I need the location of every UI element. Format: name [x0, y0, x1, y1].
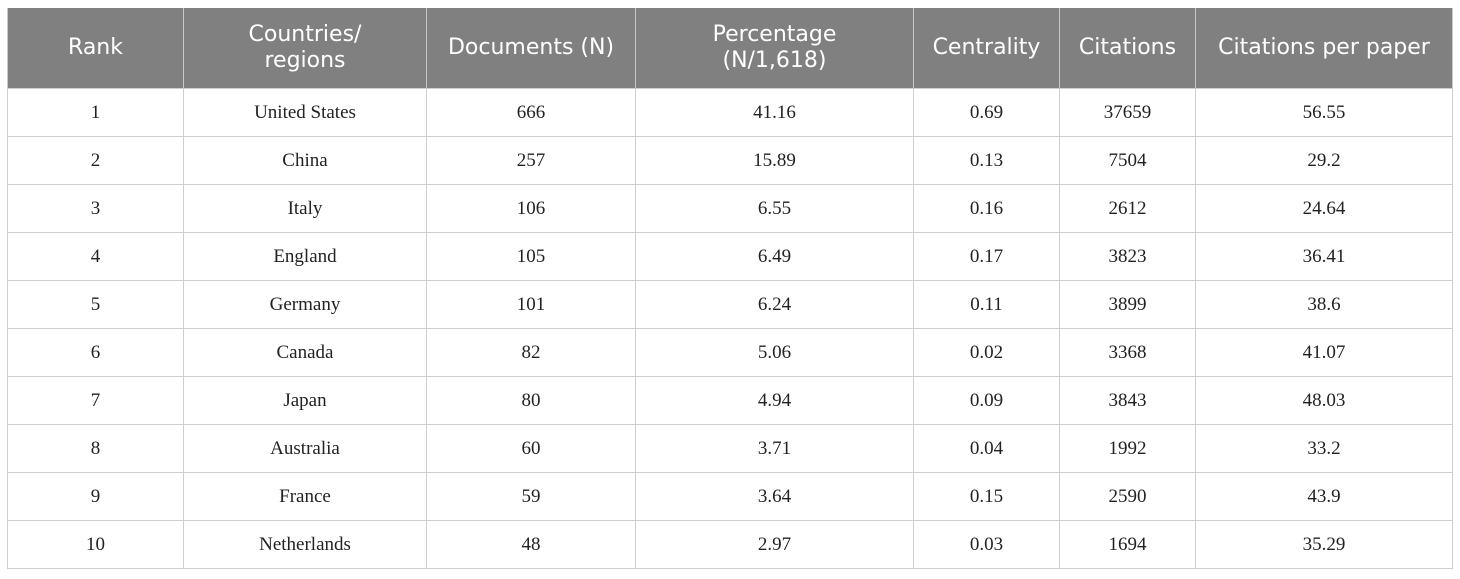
- table-cell: 24.64: [1195, 184, 1453, 233]
- table-cell: 0.15: [913, 472, 1060, 521]
- table-cell: 105: [426, 232, 636, 281]
- table-cell: 48.03: [1195, 376, 1453, 425]
- table-row: 6 Canada 82 5.06 0.02 3368 41.07: [7, 328, 1453, 377]
- table-body: 1 United States 666 41.16 0.69 37659 56.55 2 Chi…: [7, 88, 1453, 569]
- table-cell: 3.71: [635, 424, 914, 473]
- table-cell: 6.24: [635, 280, 914, 329]
- table-cell: 0.69: [913, 88, 1060, 137]
- table-cell: 82: [426, 328, 636, 377]
- table-cell: 7504: [1059, 136, 1196, 185]
- table-cell: 2: [7, 136, 184, 185]
- table-row: 3 Italy 106 6.55 0.16 2612 24.64: [7, 184, 1453, 233]
- table-row: 8 Australia 60 3.71 0.04 1992 33.2: [7, 424, 1453, 473]
- table-cell: 0.16: [913, 184, 1060, 233]
- table-row: 9 France 59 3.64 0.15 2590 43.9: [7, 472, 1453, 521]
- table-cell: 43.9: [1195, 472, 1453, 521]
- table-cell: China: [183, 136, 427, 185]
- header-cell: Rank: [7, 8, 184, 89]
- table-cell: 1: [7, 88, 184, 137]
- table-cell: 0.11: [913, 280, 1060, 329]
- table-cell: 60: [426, 424, 636, 473]
- table-cell: 3368: [1059, 328, 1196, 377]
- table-cell: 9: [7, 472, 184, 521]
- table-cell: 37659: [1059, 88, 1196, 137]
- table-cell: 1992: [1059, 424, 1196, 473]
- table-cell: 8: [7, 424, 184, 473]
- table-row: 7 Japan 80 4.94 0.09 3843 48.03: [7, 376, 1453, 425]
- table-cell: United States: [183, 88, 427, 137]
- table-cell: 35.29: [1195, 520, 1453, 569]
- table-cell: 101: [426, 280, 636, 329]
- data-table: Rank Countries/ regions Documents (N) Perce…: [7, 8, 1453, 569]
- header-cell: Centrality: [913, 8, 1060, 89]
- table-cell: 2.97: [635, 520, 914, 569]
- table-cell: Japan: [183, 376, 427, 425]
- table-cell: 29.2: [1195, 136, 1453, 185]
- header-row: Rank Countries/ regions Documents (N) Perce…: [7, 8, 1453, 89]
- table-row: 2 China 257 15.89 0.13 7504 29.2: [7, 136, 1453, 185]
- table-cell: 0.17: [913, 232, 1060, 281]
- header-cell: Percentage (N/1,618): [635, 8, 914, 89]
- header-cell: Documents (N): [426, 8, 636, 89]
- table-cell: 3: [7, 184, 184, 233]
- table-cell: 6.49: [635, 232, 914, 281]
- table-cell: 41.07: [1195, 328, 1453, 377]
- table-cell: Italy: [183, 184, 427, 233]
- table-cell: England: [183, 232, 427, 281]
- table-cell: 0.03: [913, 520, 1060, 569]
- table-cell: 106: [426, 184, 636, 233]
- table-cell: Australia: [183, 424, 427, 473]
- table-cell: 0.02: [913, 328, 1060, 377]
- table-row: 4 England 105 6.49 0.17 3823 36.41: [7, 232, 1453, 281]
- table-cell: France: [183, 472, 427, 521]
- table-cell: 10: [7, 520, 184, 569]
- table-cell: 15.89: [635, 136, 914, 185]
- table-cell: 7: [7, 376, 184, 425]
- table-cell: 2590: [1059, 472, 1196, 521]
- table-row: 10 Netherlands 48 2.97 0.03 1694 35.29: [7, 520, 1453, 569]
- table-cell: 33.2: [1195, 424, 1453, 473]
- table-cell: 6: [7, 328, 184, 377]
- table-cell: 666: [426, 88, 636, 137]
- table-cell: 0.09: [913, 376, 1060, 425]
- table-cell: 41.16: [635, 88, 914, 137]
- header-cell: Citations: [1059, 8, 1196, 89]
- table-container: Rank Countries/ regions Documents (N) Perce…: [7, 8, 1453, 569]
- table-cell: 5.06: [635, 328, 914, 377]
- table-cell: 257: [426, 136, 636, 185]
- table-cell: 5: [7, 280, 184, 329]
- table-cell: 59: [426, 472, 636, 521]
- table-cell: Germany: [183, 280, 427, 329]
- table-cell: Canada: [183, 328, 427, 377]
- table-cell: 48: [426, 520, 636, 569]
- table-cell: 36.41: [1195, 232, 1453, 281]
- table-cell: 80: [426, 376, 636, 425]
- table-cell: 38.6: [1195, 280, 1453, 329]
- table-cell: 4.94: [635, 376, 914, 425]
- table-cell: 0.13: [913, 136, 1060, 185]
- table-cell: 3.64: [635, 472, 914, 521]
- table-cell: 6.55: [635, 184, 914, 233]
- table-row: 1 United States 666 41.16 0.69 37659 56.55: [7, 88, 1453, 137]
- table-cell: 3899: [1059, 280, 1196, 329]
- table-cell: Netherlands: [183, 520, 427, 569]
- table-cell: 2612: [1059, 184, 1196, 233]
- table-cell: 4: [7, 232, 184, 281]
- table-cell: 0.04: [913, 424, 1060, 473]
- header-cell: Citations per paper: [1195, 8, 1453, 89]
- table-row: 5 Germany 101 6.24 0.11 3899 38.6: [7, 280, 1453, 329]
- table-cell: 56.55: [1195, 88, 1453, 137]
- table-header: Rank Countries/ regions Documents (N) Perce…: [7, 8, 1453, 89]
- table-cell: 3843: [1059, 376, 1196, 425]
- table-cell: 1694: [1059, 520, 1196, 569]
- table-cell: 3823: [1059, 232, 1196, 281]
- header-cell: Countries/ regions: [183, 8, 427, 89]
